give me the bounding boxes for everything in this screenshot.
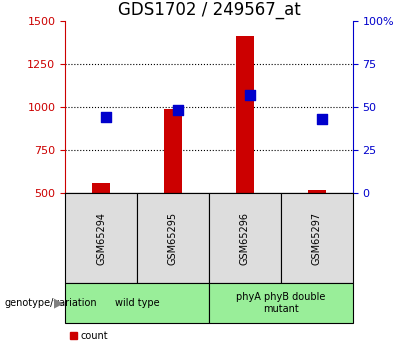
- Text: GSM65296: GSM65296: [240, 211, 250, 265]
- Text: wild type: wild type: [115, 298, 159, 308]
- Title: GDS1702 / 249567_at: GDS1702 / 249567_at: [118, 1, 300, 19]
- Text: GSM65295: GSM65295: [168, 211, 178, 265]
- Bar: [308, 190, 326, 193]
- Text: ▶: ▶: [54, 296, 63, 309]
- Text: genotype/variation: genotype/variation: [4, 298, 97, 308]
- Point: [103, 115, 110, 120]
- Text: GSM65297: GSM65297: [312, 211, 322, 265]
- Text: GSM65294: GSM65294: [96, 211, 106, 265]
- Point: [318, 116, 325, 122]
- Text: phyA phyB double
mutant: phyA phyB double mutant: [236, 292, 326, 314]
- Point: [247, 92, 253, 98]
- Bar: [164, 109, 182, 193]
- Legend: count, percentile rank within the sample: count, percentile rank within the sample: [70, 331, 246, 345]
- Bar: [92, 183, 110, 193]
- Bar: [236, 36, 254, 193]
- Point: [175, 108, 181, 113]
